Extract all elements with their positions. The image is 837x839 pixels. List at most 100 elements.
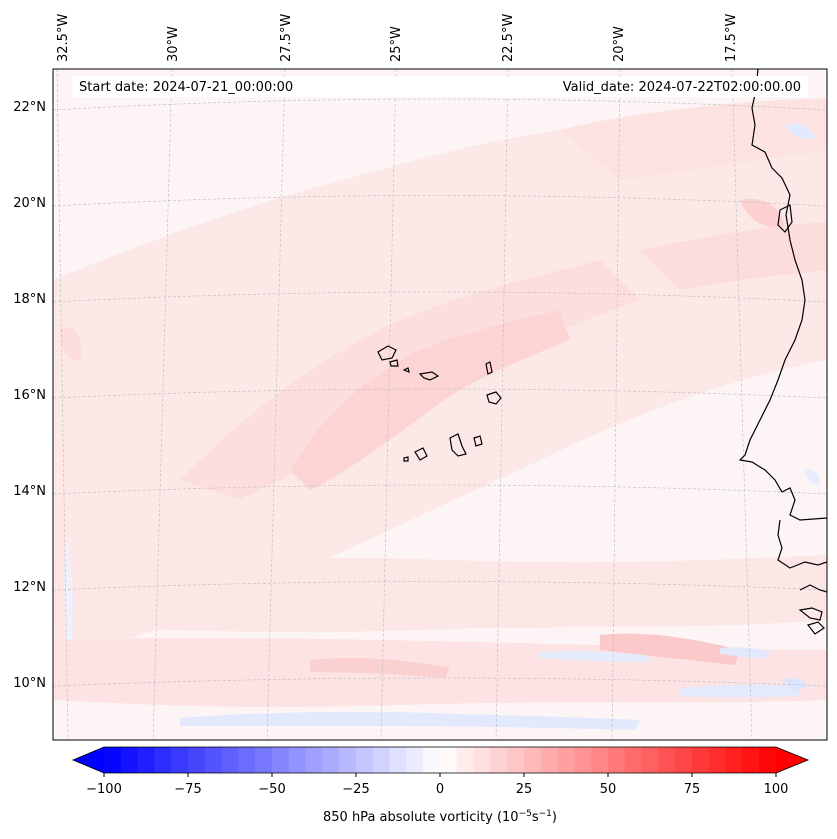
colorbar-cell xyxy=(473,747,491,773)
cape-verde-islands xyxy=(377,345,502,462)
colorbar-tick-label: 0 xyxy=(436,782,444,797)
negative-vorticity xyxy=(680,684,800,698)
colorbar-cell xyxy=(725,747,743,773)
lat-gridline-16 xyxy=(53,388,827,399)
colorbar-cell xyxy=(540,747,559,773)
west-africa-coast xyxy=(738,69,827,521)
colorbar-cell xyxy=(288,747,307,773)
colorbar-cell xyxy=(104,747,122,773)
colorbar-cell xyxy=(692,747,710,773)
colorbar-cell xyxy=(255,747,273,773)
valid-date: Valid_date: 2024-07-22T02:00:00.00 xyxy=(563,80,801,95)
colorbar-tick-label: 75 xyxy=(684,782,701,797)
negative-vorticity xyxy=(180,711,640,730)
vorticity-blob xyxy=(59,327,82,361)
island-fogo xyxy=(414,447,428,461)
lon-label: 30°W xyxy=(166,26,181,62)
colorbar-tick-label: −25 xyxy=(342,782,369,797)
lat-label: 14°N xyxy=(13,484,46,499)
colorbar-cell xyxy=(356,747,374,773)
colorbar-cell xyxy=(406,747,424,773)
colorbar-cell xyxy=(574,747,592,773)
colorbar-cell xyxy=(591,747,609,773)
island-sal xyxy=(485,361,493,375)
negative-vorticity xyxy=(540,651,650,662)
colorbar-extend-max xyxy=(776,747,808,773)
island-sao-nicolau xyxy=(418,371,440,381)
lat-gridline-22 xyxy=(53,98,827,111)
colorbar-cell xyxy=(440,747,458,773)
colorbar-cell xyxy=(624,747,643,773)
lat-gridline-10 xyxy=(53,677,827,687)
colorbar-cell xyxy=(322,747,340,773)
island-brava xyxy=(403,456,409,462)
lat-label: 18°N xyxy=(13,292,46,307)
lon-gridline xyxy=(611,69,621,740)
colorbar-tick-label: 100 xyxy=(764,782,789,797)
island-santo-antao xyxy=(377,345,397,361)
lon-gridline xyxy=(152,69,173,740)
colorbar-cell xyxy=(557,747,575,773)
colorbar-cell xyxy=(658,747,676,773)
header-box xyxy=(73,76,808,97)
island-boa-vista xyxy=(486,391,502,405)
vorticity-field xyxy=(53,98,827,730)
colorbar-cell xyxy=(137,747,155,773)
colorbar-cell xyxy=(339,747,357,773)
lat-label: 20°N xyxy=(13,196,46,211)
coastal-island xyxy=(806,621,825,635)
coastal-feature xyxy=(777,204,793,233)
colorbar-cell xyxy=(708,747,727,773)
island-sao-vicente xyxy=(389,359,399,367)
colorbar-cell xyxy=(742,747,760,773)
colorbar-cell xyxy=(154,747,172,773)
colorbar-cell xyxy=(372,747,391,773)
lat-gridline-20 xyxy=(53,195,827,207)
lon-gridline xyxy=(380,69,397,740)
colorbar-ticks: −100 −75 −50 −25 0 25 50 75 100 xyxy=(86,773,788,797)
vorticity-band xyxy=(53,555,827,633)
colorbar-tick-label: −75 xyxy=(174,782,201,797)
map-frame xyxy=(52,68,828,741)
lon-label: 20°W xyxy=(612,26,627,62)
colorbar-cell xyxy=(759,747,777,773)
colorbar-label: 850 hPa absolute vorticity (10−5s−1) xyxy=(323,809,557,825)
latitude-labels: 22°N 20°N 18°N 16°N 14°N 12°N 10°N xyxy=(13,100,46,691)
negative-vorticity xyxy=(785,124,815,140)
coastline xyxy=(738,69,827,635)
longitude-labels: 32.5°W 30°W 27.5°W 25°W 22.5°W 20°W 17.5… xyxy=(56,14,739,62)
negative-vorticity xyxy=(720,647,770,658)
colorbar-cells xyxy=(104,747,777,773)
colorbar-cell xyxy=(272,747,290,773)
vorticity-band xyxy=(290,310,570,490)
lon-label: 27.5°W xyxy=(279,14,294,62)
colorbar-tick-label: 50 xyxy=(600,782,617,797)
lat-gridline-18 xyxy=(53,291,827,303)
lon-gridline xyxy=(266,69,286,740)
colorbar-cell xyxy=(507,747,525,773)
gridlines xyxy=(53,69,827,740)
colorbar-tick-label: 25 xyxy=(516,782,533,797)
colorbar-cell xyxy=(305,747,323,773)
island-maio xyxy=(473,435,483,447)
lon-gridline xyxy=(56,69,69,740)
colorbar-cell xyxy=(490,747,508,773)
colorbar-cell xyxy=(524,747,542,773)
island-santiago xyxy=(449,433,467,457)
lon-label: 22.5°W xyxy=(501,14,516,62)
colorbar-tick-label: −100 xyxy=(86,782,122,797)
colorbar-cell xyxy=(171,747,189,773)
island-santa-luzia xyxy=(402,367,410,373)
vorticity-band xyxy=(600,633,740,665)
lat-label: 22°N xyxy=(13,100,46,115)
negative-vorticity xyxy=(64,540,73,640)
vorticity-blob xyxy=(740,198,785,228)
negative-vorticity xyxy=(780,678,808,690)
colorbar-cell xyxy=(238,747,256,773)
colorbar-cell xyxy=(389,747,407,773)
lon-gridline xyxy=(495,69,509,740)
guinea-bissau-coast xyxy=(777,519,827,569)
colorbar: −100 −75 −50 −25 0 25 50 75 100 850 hPa absolute… xyxy=(71,746,810,825)
lat-label: 16°N xyxy=(13,388,46,403)
colorbar-cell xyxy=(675,747,693,773)
